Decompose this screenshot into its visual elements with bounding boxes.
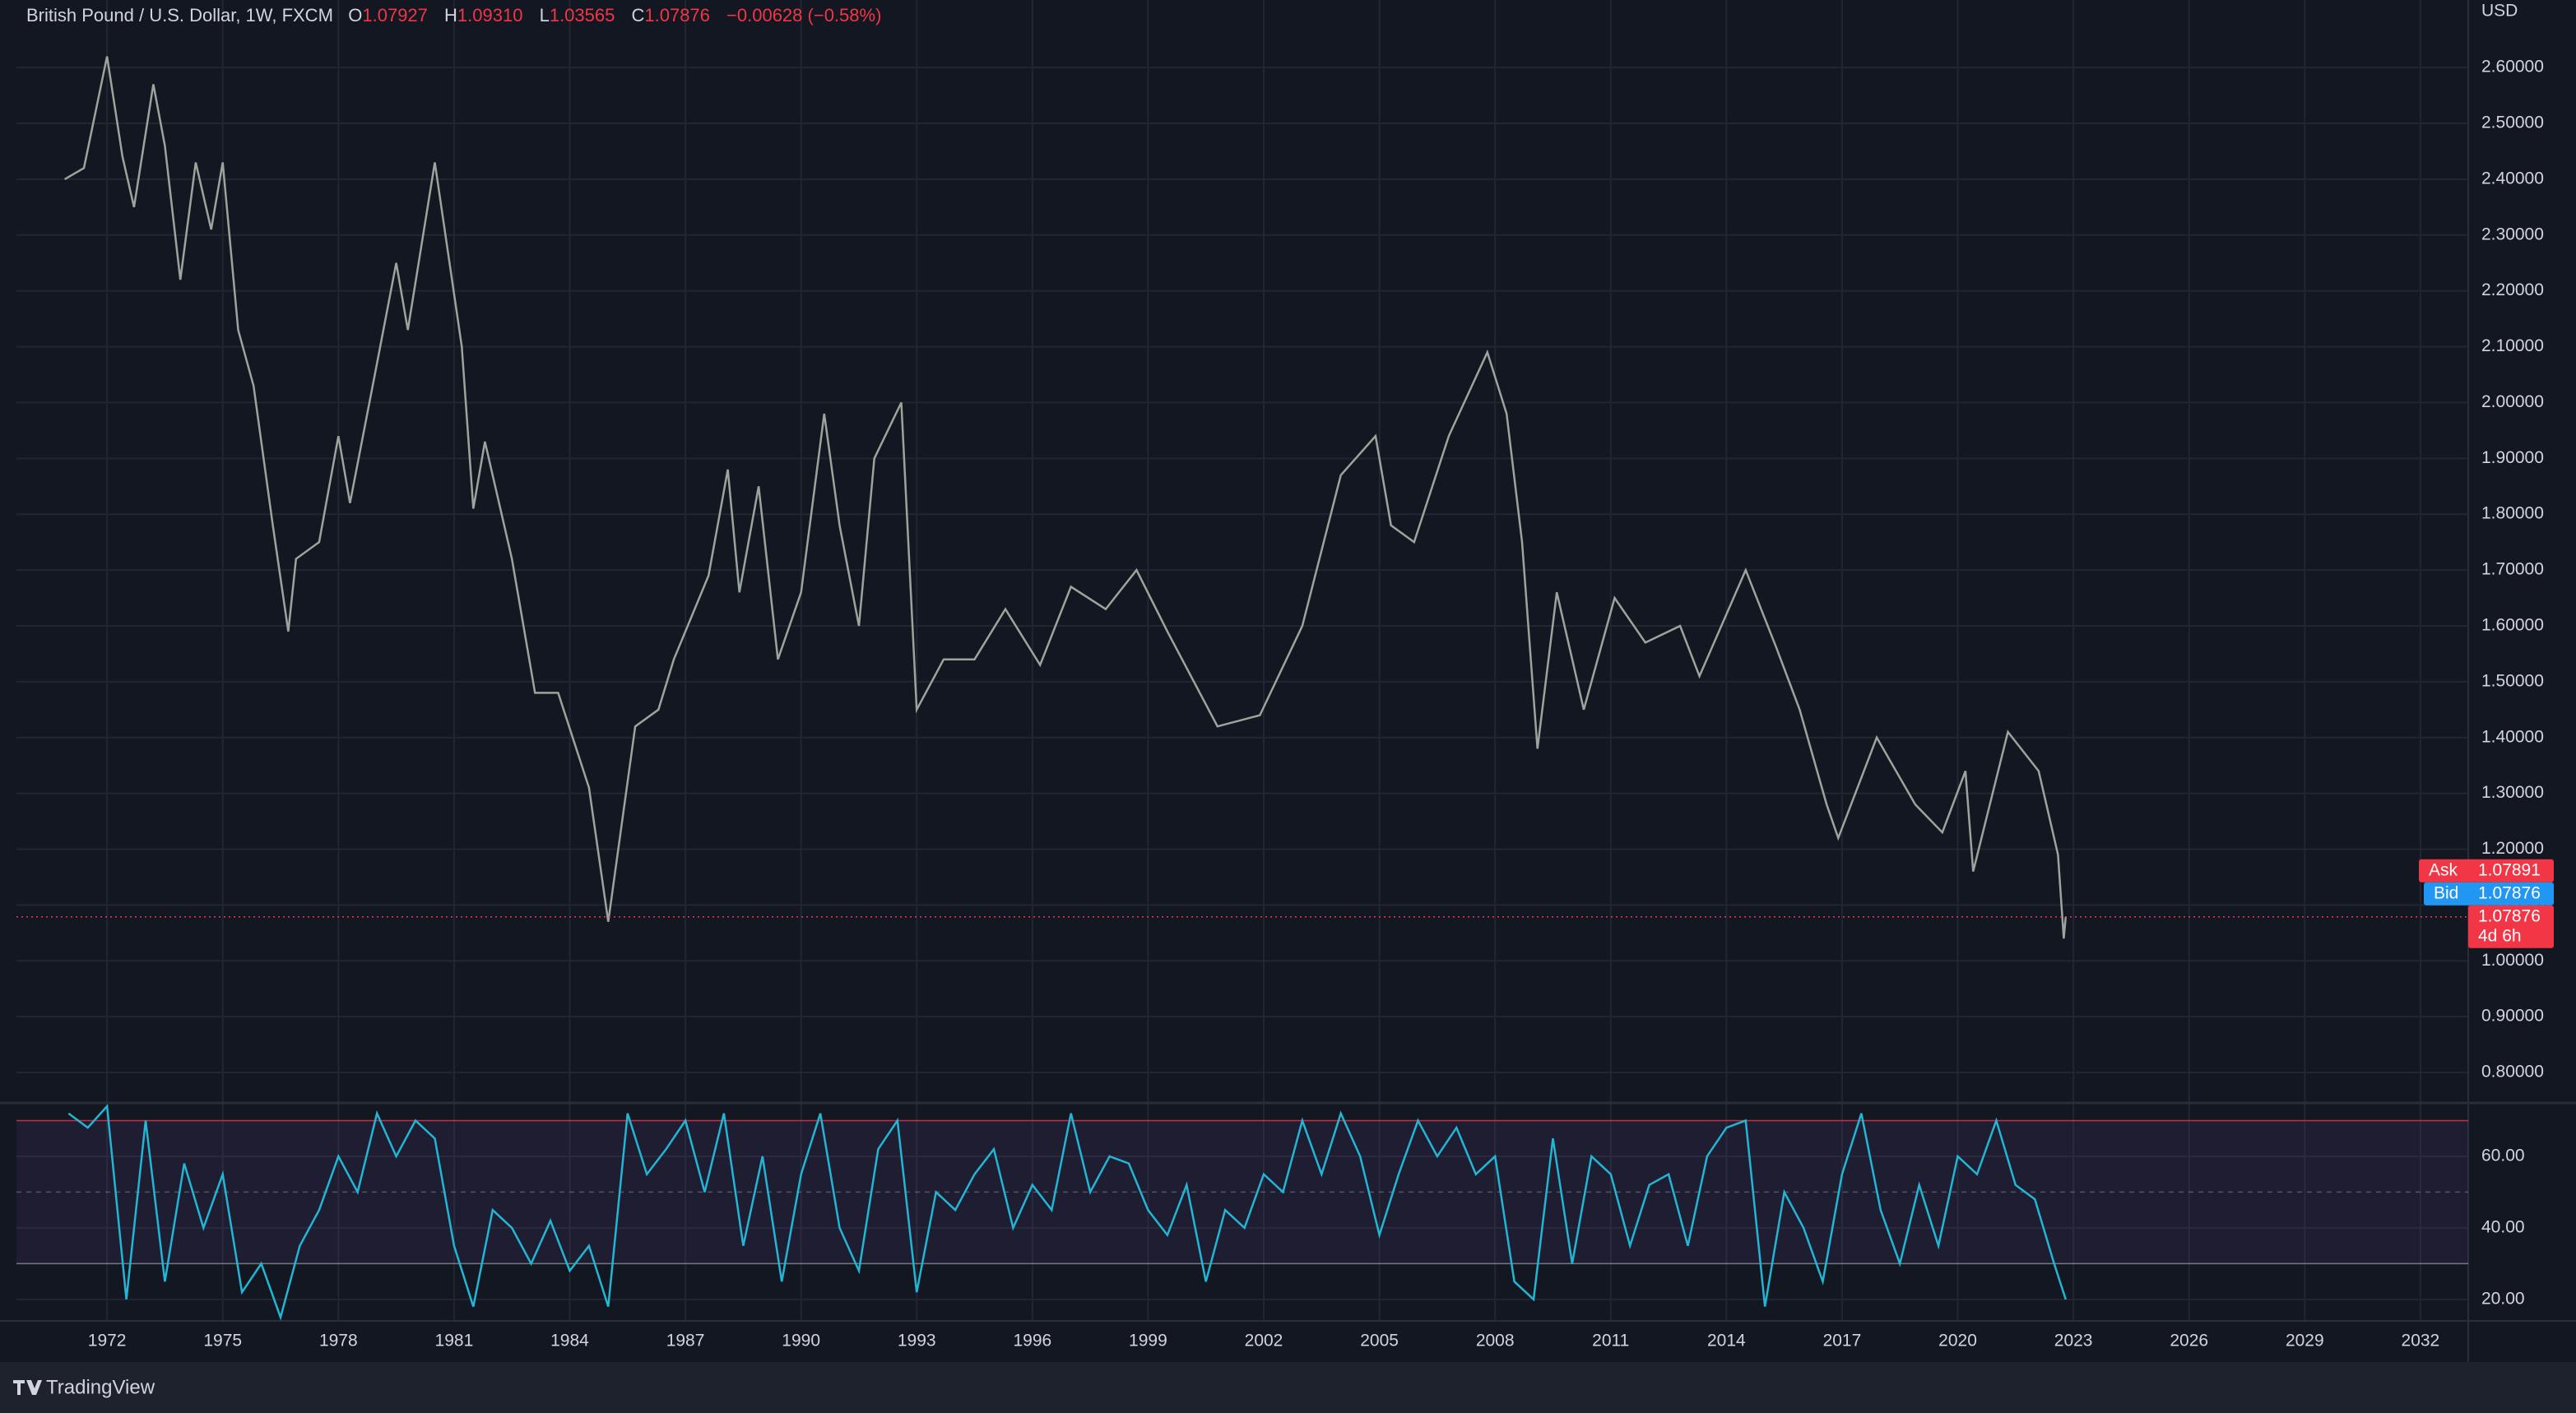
y-tick-label: 40.00 — [2481, 1217, 2525, 1236]
x-tick-label: 1993 — [898, 1332, 936, 1350]
y-tick-label: 2.60000 — [2481, 58, 2544, 76]
last-box — [2468, 905, 2554, 948]
y-tick-label: 1.30000 — [2481, 783, 2544, 802]
y-tick-label: 1.40000 — [2481, 727, 2544, 746]
bid-label: Bid — [2434, 883, 2458, 902]
x-tick-label: 2026 — [2170, 1332, 2208, 1350]
bid-value: 1.07876 — [2478, 883, 2541, 902]
ohlc-value: 1.07927 — [362, 5, 428, 25]
series-line — [67, 1104, 2067, 1321]
ohlc-value: 1.09310 — [457, 5, 523, 25]
brand: TradingView — [46, 1376, 155, 1398]
y-tick-label: 20.00 — [2481, 1289, 2525, 1308]
y-tick-label: 2.20000 — [2481, 280, 2544, 299]
y-tick-label: 1.20000 — [2481, 839, 2544, 858]
brand-logo — [13, 1380, 42, 1395]
y-tick-label: 2.40000 — [2481, 169, 2544, 188]
y-tick-label: 1.90000 — [2481, 448, 2544, 467]
y-tick-label: 1.70000 — [2481, 560, 2544, 579]
footer-bar — [0, 1362, 2576, 1413]
legend-header: British Pound / U.S. Dollar, 1W, FXCM O1… — [26, 5, 893, 26]
x-tick-label: 2029 — [2286, 1332, 2324, 1350]
x-tick-label: 1987 — [666, 1332, 705, 1350]
x-tick-label: 2023 — [2054, 1332, 2093, 1350]
y-tick-label: 2.00000 — [2481, 392, 2544, 411]
ask-value: 1.07891 — [2478, 860, 2541, 879]
y-tick-label: 0.80000 — [2481, 1063, 2544, 1082]
x-tick-label: 2020 — [1938, 1332, 1977, 1350]
x-tick-label: 1999 — [1129, 1332, 1167, 1350]
y-axis-label: USD — [2481, 2, 2518, 21]
ohlc-label: C — [631, 5, 645, 25]
y-tick-label: 1.60000 — [2481, 616, 2544, 635]
y-tick-label: 60.00 — [2481, 1146, 2525, 1165]
y-tick-label: 1.80000 — [2481, 504, 2544, 523]
ohlc-value: 1.07876 — [644, 5, 710, 25]
x-tick-label: 1972 — [88, 1332, 127, 1350]
series-line — [63, 56, 2068, 939]
x-tick-label: 1978 — [319, 1332, 358, 1350]
x-tick-label: 1981 — [435, 1332, 474, 1350]
x-tick-label: 1996 — [1013, 1332, 1051, 1350]
y-tick-label: 2.10000 — [2481, 336, 2544, 355]
y-tick-label: 1.00000 — [2481, 951, 2544, 970]
y-tick-label: 2.30000 — [2481, 225, 2544, 243]
x-tick-label: 2002 — [1245, 1332, 1283, 1350]
change-value: −0.00628 (−0.58%) — [726, 5, 882, 25]
countdown: 4d 6h — [2478, 926, 2522, 945]
x-tick-label: 2005 — [1360, 1332, 1399, 1350]
ohlc-label: L — [539, 5, 550, 25]
x-tick-label: 1984 — [550, 1332, 589, 1350]
ask-box — [2419, 859, 2554, 883]
symbol-title: British Pound / U.S. Dollar, 1W, FXCM — [26, 5, 333, 25]
x-tick-label: 2014 — [1707, 1332, 1746, 1350]
y-tick-label: 0.90000 — [2481, 1007, 2544, 1026]
ohlc-label: H — [444, 5, 457, 25]
x-tick-label: 2032 — [2402, 1332, 2440, 1350]
y-tick-label: 2.50000 — [2481, 114, 2544, 132]
y-tick-label: 1.50000 — [2481, 671, 2544, 690]
last-value: 1.07876 — [2478, 906, 2541, 925]
bid-box — [2424, 882, 2554, 906]
x-tick-label: 2017 — [1823, 1332, 1862, 1350]
x-tick-label: 1990 — [782, 1332, 820, 1350]
x-tick-label: 1975 — [203, 1332, 242, 1350]
x-tick-label: 2008 — [1476, 1332, 1515, 1350]
ohlc-label: O — [348, 5, 363, 25]
x-tick-label: 2011 — [1592, 1332, 1629, 1350]
ask-label: Ask — [2429, 860, 2458, 879]
ohlc-value: 1.03565 — [549, 5, 615, 25]
